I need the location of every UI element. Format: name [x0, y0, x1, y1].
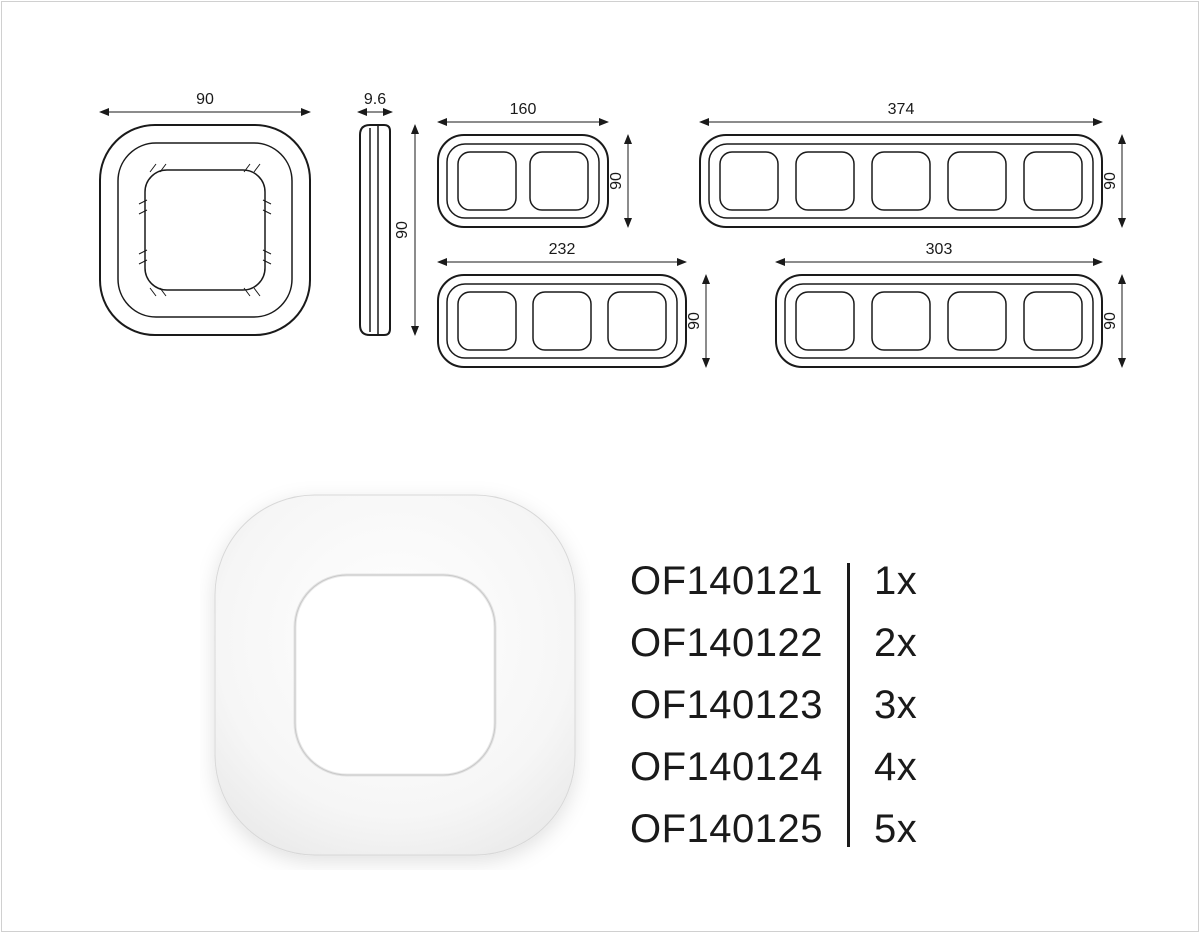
sku-code: OF140125 [630, 803, 823, 855]
dim-single-width: 90 [196, 91, 214, 108]
dim-gang5-height: 90 [1102, 172, 1119, 190]
dim-gang2-height: 90 [608, 172, 625, 190]
view-side: 9.6 90 [358, 91, 415, 335]
sku-code: OF140123 [630, 679, 823, 731]
dim-gang4-height: 90 [1102, 312, 1119, 330]
sku-qty: 1x [874, 555, 917, 607]
technical-drawings: 90 9.6 90 160 [0, 0, 1200, 400]
sku-qty-column: 1x 2x 3x 4x 5x [874, 555, 917, 855]
view-gang4: 303 90 [776, 241, 1122, 367]
sku-codes-column: OF140121 OF140122 OF140123 OF140124 OF14… [630, 555, 823, 855]
dim-gang2-width: 160 [510, 101, 537, 118]
sku-qty: 5x [874, 803, 917, 855]
dim-gang3-width: 232 [549, 241, 576, 258]
sku-qty: 4x [874, 741, 917, 793]
dim-side-height: 90 [394, 221, 411, 239]
sku-qty: 3x [874, 679, 917, 731]
dim-side-depth: 9.6 [364, 91, 386, 108]
sku-code: OF140121 [630, 555, 823, 607]
sku-code: OF140124 [630, 741, 823, 793]
dim-gang3-height: 90 [686, 312, 703, 330]
dim-gang4-width: 303 [926, 241, 953, 258]
sku-code: OF140122 [630, 617, 823, 669]
product-render [200, 480, 590, 870]
view-gang3: 232 90 [438, 241, 706, 367]
dim-gang5-width: 374 [888, 101, 915, 118]
view-gang2: 160 90 [438, 101, 628, 227]
view-gang5: 374 90 [700, 101, 1122, 227]
sku-table: OF140121 OF140122 OF140123 OF140124 OF14… [630, 555, 917, 855]
sku-qty: 2x [874, 617, 917, 669]
view-single: 90 [100, 91, 310, 335]
sku-divider [847, 563, 850, 847]
